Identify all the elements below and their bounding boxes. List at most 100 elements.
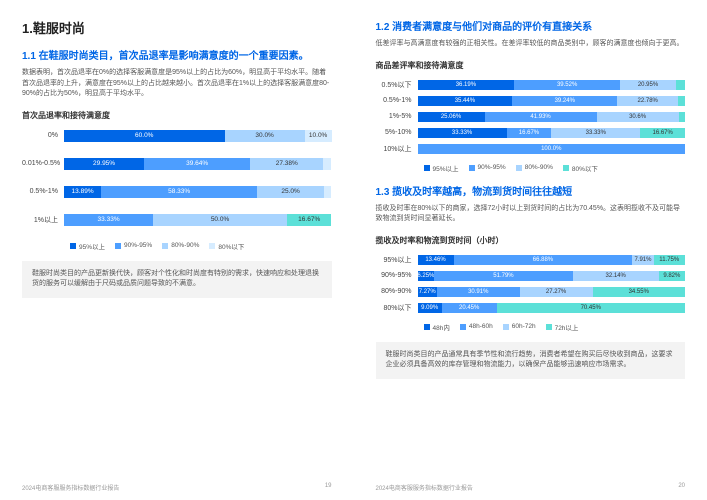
bar-segment: 9.09% bbox=[418, 303, 442, 313]
bar-row: 0.5%-1%13.89%58.33%25.0%2.78% bbox=[22, 185, 332, 199]
legend-swatch bbox=[546, 324, 552, 330]
note-box-left: 鞋服时尚类目的产品更新换代快，顾客对个性化和时尚度有特别的需求，快速响应和处理退… bbox=[22, 261, 332, 298]
bar-label: 90%-95% bbox=[376, 272, 418, 279]
bar-segment: 30.6% bbox=[597, 112, 679, 122]
legend-swatch bbox=[460, 324, 466, 330]
bar-track: 36.19%39.52%20.95%3.33% bbox=[418, 80, 686, 90]
legend-swatch bbox=[424, 324, 430, 330]
section-1-3-body: 揽收及时率在80%以下的商家，选择72小时以上到货时间的占比为70.45%。这表… bbox=[376, 204, 686, 225]
bar-segment: 16.67% bbox=[640, 128, 685, 138]
legend-item: 60h-72h bbox=[503, 322, 536, 332]
bar-label: 80%-90% bbox=[376, 288, 418, 295]
bar-segment: 30.91% bbox=[437, 287, 520, 297]
bar-segment: 20.95% bbox=[620, 80, 676, 90]
legend-label: 80%-90% bbox=[525, 164, 553, 171]
legend-swatch bbox=[162, 243, 168, 249]
legend-label: 48h内 bbox=[433, 322, 450, 332]
bar-segment: 33.33% bbox=[418, 128, 507, 138]
chart-3-title: 揽收及时率和物流到货时间（小时） bbox=[376, 235, 686, 246]
legend-swatch bbox=[115, 243, 121, 249]
legend-item: 72h以上 bbox=[546, 322, 579, 332]
bar-segment: 2.53% bbox=[678, 96, 685, 106]
bar-track: 100.0% bbox=[418, 144, 686, 154]
subsection-1-3-title: 1.3 揽收及时率越高，物流到货时间往往越短 bbox=[376, 183, 686, 198]
bar-segment: 2.41% bbox=[679, 112, 685, 122]
section-title: 1.鞋服时尚 bbox=[22, 18, 332, 37]
note-box-right: 鞋服时尚类目的产品通常具有季节性和流行趋势，消费者希望在购买后尽快收到商品，这要… bbox=[376, 342, 686, 379]
bar-segment: 25.0% bbox=[257, 186, 324, 198]
bar-segment: 2.78% bbox=[324, 186, 331, 198]
bar-row: 0.01%-0.5%29.95%39.64%27.38%3.03% bbox=[22, 157, 332, 171]
bar-segment: 41.93% bbox=[485, 112, 597, 122]
legend-label: 80%-90% bbox=[171, 242, 199, 249]
bar-segment: 39.24% bbox=[512, 96, 617, 106]
legend-item: 80%-90% bbox=[162, 241, 199, 251]
legend-label: 95%以上 bbox=[79, 241, 105, 251]
bar-segment: 36.19% bbox=[418, 80, 515, 90]
bar-segment: 3.03% bbox=[323, 158, 331, 170]
bar-segment: 25.06% bbox=[418, 112, 485, 122]
bar-track: 60.0%30.0%10.0% bbox=[64, 130, 332, 142]
bar-label: 0.5%-1% bbox=[22, 188, 64, 195]
bar-segment: 100.0% bbox=[418, 144, 686, 154]
legend-label: 48h-60h bbox=[469, 323, 493, 330]
bar-segment: 3.33% bbox=[676, 80, 685, 90]
footer-left: 2024电商客服服务指标数据行业报告 19 bbox=[22, 483, 332, 492]
legend-item: 90%-95% bbox=[115, 241, 152, 251]
bar-segment: 7.27% bbox=[418, 287, 437, 297]
bar-label: 0.01%-0.5% bbox=[22, 160, 64, 167]
bar-row: 1%-5%25.06%41.93%30.6%2.41% bbox=[376, 111, 686, 123]
bar-segment: 27.38% bbox=[250, 158, 323, 170]
legend-item: 48h-60h bbox=[460, 322, 493, 332]
bar-segment: 22.78% bbox=[617, 96, 678, 106]
bar-label: 95%以上 bbox=[376, 255, 418, 265]
footer-text: 2024电商客服服务指标数据行业报告 bbox=[376, 483, 473, 492]
bar-label: 0.5%以下 bbox=[376, 80, 418, 90]
bar-row: 90%-95%6.25%51.79%32.14%9.82% bbox=[376, 270, 686, 282]
bar-label: 1%以上 bbox=[22, 215, 64, 225]
bar-segment: 70.45% bbox=[497, 303, 685, 313]
bar-row: 5%-10%33.33%16.67%33.33%16.67% bbox=[376, 127, 686, 139]
bar-segment: 16.67% bbox=[287, 214, 332, 226]
legend-swatch bbox=[209, 243, 215, 249]
subsection-1-2-title: 1.2 消费者满意度与他们对商品的评价有直接关系 bbox=[376, 18, 686, 33]
bar-track: 25.06%41.93%30.6%2.41% bbox=[418, 112, 686, 122]
bar-segment: 30.0% bbox=[225, 130, 305, 142]
chart-2-legend: 95%以上 90%-95% 80%-90% 80%以下 bbox=[376, 163, 686, 173]
page-spread: 1.鞋服时尚 1.1 在鞋服时尚类目，首次品退率是影响满意度的一个重要因素。 数… bbox=[0, 0, 707, 500]
bar-track: 6.25%51.79%32.14%9.82% bbox=[418, 271, 686, 281]
subsection-1-1-title: 1.1 在鞋服时尚类目，首次品退率是影响满意度的一个重要因素。 bbox=[22, 47, 332, 62]
bar-track: 9.09%20.45%70.45% bbox=[418, 303, 686, 313]
bar-track: 7.27%30.91%27.27%34.55% bbox=[418, 287, 686, 297]
bar-segment: 51.79% bbox=[434, 271, 573, 281]
legend-item: 90%-95% bbox=[469, 163, 506, 173]
legend-item: 95%以上 bbox=[70, 241, 105, 251]
bar-segment: 6.25% bbox=[418, 271, 435, 281]
section-1-1-body: 数据表明，首次品退率在0%的选择客服满意度是95%以上的占比为60%，明显高于平… bbox=[22, 68, 332, 100]
legend-label: 80%以下 bbox=[572, 163, 598, 173]
bar-track: 35.44%39.24%22.78%2.53% bbox=[418, 96, 686, 106]
legend-label: 72h以上 bbox=[555, 322, 579, 332]
bar-segment: 50.0% bbox=[153, 214, 287, 226]
chart-3-legend: 48h内 48h-60h 60h-72h 72h以上 bbox=[376, 322, 686, 332]
legend-item: 80%以下 bbox=[563, 163, 598, 173]
bar-segment: 58.33% bbox=[101, 186, 257, 198]
legend-label: 95%以上 bbox=[433, 163, 459, 173]
bar-segment: 13.89% bbox=[64, 186, 101, 198]
bar-track: 33.33%16.67%33.33%16.67% bbox=[418, 128, 686, 138]
bar-segment: 33.33% bbox=[64, 214, 153, 226]
bar-segment: 10.0% bbox=[305, 130, 332, 142]
legend-item: 48h内 bbox=[424, 322, 450, 332]
legend-swatch bbox=[469, 165, 475, 171]
right-page: 1.2 消费者满意度与他们对商品的评价有直接关系 低差评率与高满意度有较强的正相… bbox=[354, 0, 707, 500]
chart-3: 95%以上13.46%66.88%7.91%11.75%90%-95%6.25%… bbox=[376, 254, 686, 314]
page-number: 19 bbox=[325, 483, 332, 492]
bar-segment: 9.82% bbox=[659, 271, 685, 281]
section-1-2-body: 低差评率与高满意度有较强的正相关性。在差评率较低的商品类别中，顾客的满意度也倾向… bbox=[376, 39, 686, 50]
chart-2-title: 商品差评率和接待满意度 bbox=[376, 60, 686, 71]
bar-label: 10%以上 bbox=[376, 144, 418, 154]
bar-row: 10%以上100.0% bbox=[376, 143, 686, 155]
legend-swatch bbox=[563, 165, 569, 171]
bar-segment: 27.27% bbox=[520, 287, 593, 297]
footer-right: 2024电商客服服务指标数据行业报告 20 bbox=[376, 483, 686, 492]
